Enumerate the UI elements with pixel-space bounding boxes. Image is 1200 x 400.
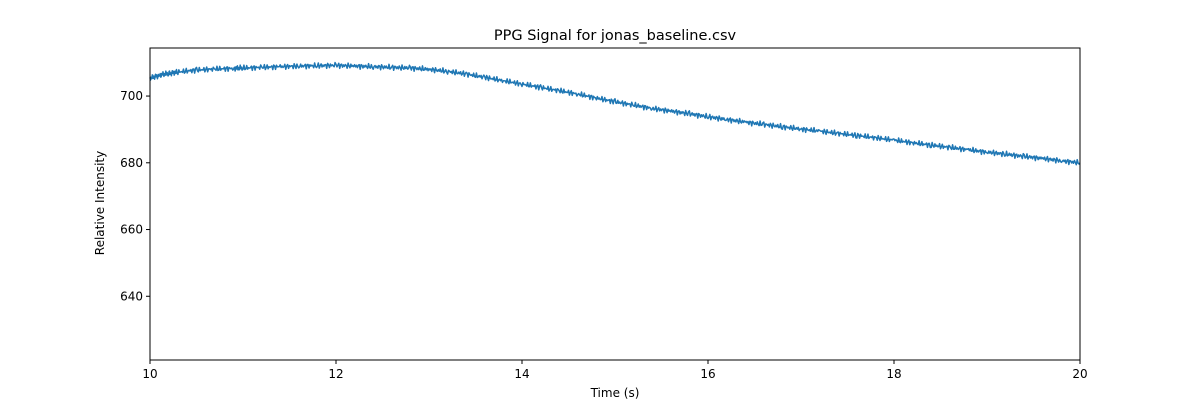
chart-title: PPG Signal for jonas_baseline.csv bbox=[494, 28, 737, 44]
x-axis: 10 12 14 16 18 20 bbox=[142, 360, 1088, 381]
y-tick-label: 640 bbox=[120, 289, 143, 303]
y-axis: 640 660 680 700 bbox=[120, 89, 150, 303]
x-tick-label: 10 bbox=[142, 367, 157, 381]
y-tick-label: 680 bbox=[120, 156, 143, 170]
y-axis-label: Relative Intensity bbox=[93, 151, 107, 255]
y-tick-label: 660 bbox=[120, 223, 143, 237]
x-tick-label: 14 bbox=[514, 367, 529, 381]
x-tick-label: 12 bbox=[328, 367, 343, 381]
x-tick-label: 16 bbox=[700, 367, 715, 381]
plot-frame bbox=[149, 47, 1081, 361]
x-tick-label: 20 bbox=[1072, 367, 1087, 381]
x-tick-label: 18 bbox=[886, 367, 901, 381]
series-line-0 bbox=[149, 61, 1081, 166]
x-axis-label: Time (s) bbox=[590, 386, 640, 400]
y-tick-label: 700 bbox=[120, 89, 143, 103]
plot-area bbox=[149, 61, 1081, 166]
